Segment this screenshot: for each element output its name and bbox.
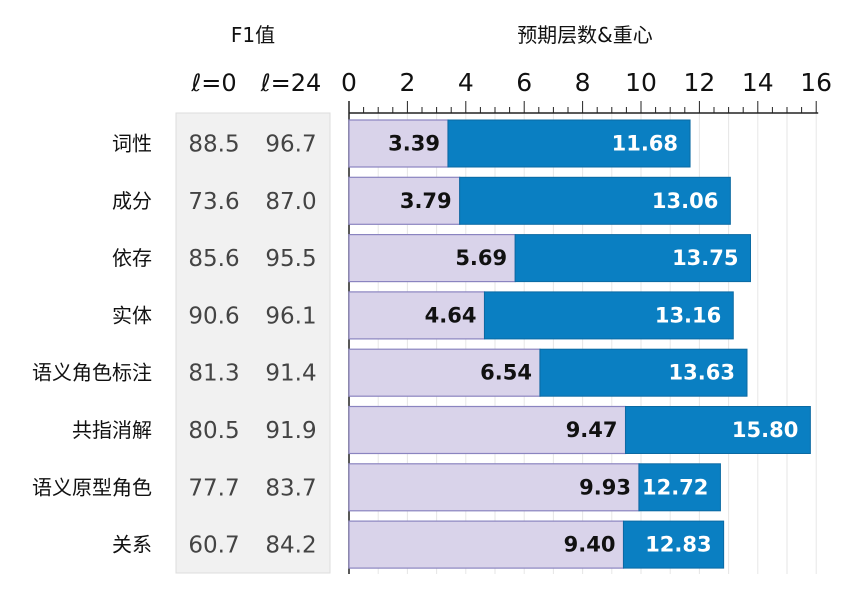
f1-value-l24: 87.0 xyxy=(265,189,316,215)
chart-title: 预期层数&重心 xyxy=(517,23,653,47)
category-label: 共指消解 xyxy=(72,418,152,442)
x-tick-label: 8 xyxy=(575,68,591,97)
value-label-series-2: 12.72 xyxy=(642,475,708,499)
value-label-series-1: 4.64 xyxy=(425,303,477,327)
f1-value-l24: 95.5 xyxy=(265,246,316,272)
f1-value-l0: 85.6 xyxy=(188,246,239,272)
bar-series-2 xyxy=(447,119,691,168)
value-label-series-1: 9.40 xyxy=(564,533,616,557)
x-tick-label: 4 xyxy=(458,68,474,97)
value-label-series-2: 13.63 xyxy=(669,361,735,385)
bar-series-1 xyxy=(348,348,541,397)
value-label-series-1: 3.79 xyxy=(400,189,452,213)
bar-series-2 xyxy=(625,406,811,454)
f1-values: 88.5 96.7 73.6 87.0 85.6 95.5 90.6 96.1 81.3 91.4… xyxy=(188,132,316,559)
category-label: 关系 xyxy=(112,533,152,557)
bar-series-1 xyxy=(348,176,461,225)
bar-series-1 xyxy=(348,119,449,168)
category-label: 实体 xyxy=(112,303,152,327)
value-label-series-1: 3.39 xyxy=(388,132,440,156)
x-tick-label: 14 xyxy=(742,68,774,97)
f1-title: F1值 xyxy=(231,23,275,47)
f1-value-l0: 80.5 xyxy=(188,418,239,444)
category-label: 语义原型角色 xyxy=(32,475,152,499)
bar-series-2 xyxy=(622,520,725,569)
x-tick-label: 2 xyxy=(399,68,415,97)
f1-value-l0: 88.5 xyxy=(188,132,239,158)
x-tick-label: 16 xyxy=(800,68,832,97)
bar-series-2 xyxy=(638,463,721,512)
f1-value-l24: 96.7 xyxy=(265,132,316,158)
value-label-series-2: 15.80 xyxy=(732,418,798,442)
col-header-l0: ℓ=0 xyxy=(190,69,236,97)
category-label: 依存 xyxy=(112,246,152,270)
category-label: 语义角色标注 xyxy=(32,361,152,385)
value-label-series-2: 13.75 xyxy=(672,246,738,270)
bar-series-2 xyxy=(539,348,748,397)
value-label-series-2: 13.16 xyxy=(655,303,721,327)
category-label: 词性 xyxy=(112,132,152,156)
x-tick-label: 10 xyxy=(625,68,657,97)
category-label: 成分 xyxy=(112,189,152,213)
f1-value-l0: 90.6 xyxy=(188,303,239,329)
value-label-series-2: 12.83 xyxy=(645,533,711,557)
value-label-series-1: 5.69 xyxy=(455,246,507,270)
value-label-series-2: 13.06 xyxy=(652,189,718,213)
value-label-series-1: 9.47 xyxy=(566,418,618,442)
value-label-series-1: 9.93 xyxy=(579,475,631,499)
value-label-series-1: 6.54 xyxy=(480,361,532,385)
bar-series-1 xyxy=(348,463,640,512)
col-header-l24: ℓ=24 xyxy=(260,69,322,97)
bars-layer: 3.39 11.68 3.79 13.06 5.69 13.75 4.64 13.16 6.54… xyxy=(348,119,811,569)
f1-value-l0: 77.7 xyxy=(188,475,239,501)
f1-value-l24: 96.1 xyxy=(265,303,316,329)
f1-value-l24: 83.7 xyxy=(265,475,316,501)
bar-series-2 xyxy=(514,234,752,283)
f1-value-l0: 81.3 xyxy=(188,361,239,387)
bar-series-2 xyxy=(459,176,731,225)
value-label-series-2: 11.68 xyxy=(612,132,678,156)
bar-series-1 xyxy=(348,234,516,283)
x-tick-label: 12 xyxy=(683,68,715,97)
f1-value-l0: 73.6 xyxy=(188,189,239,215)
bar-series-2 xyxy=(483,291,734,340)
f1-value-l24: 91.4 xyxy=(265,361,316,387)
bar-series-1 xyxy=(348,520,625,569)
x-tick-label: 6 xyxy=(516,68,532,97)
f1-value-l24: 91.9 xyxy=(265,418,316,444)
f1-value-l24: 84.2 xyxy=(265,533,316,559)
bar-series-1 xyxy=(348,291,486,340)
x-tick-label: 0 xyxy=(341,68,357,97)
f1-table-background xyxy=(175,112,331,574)
f1-value-l0: 60.7 xyxy=(188,533,239,559)
